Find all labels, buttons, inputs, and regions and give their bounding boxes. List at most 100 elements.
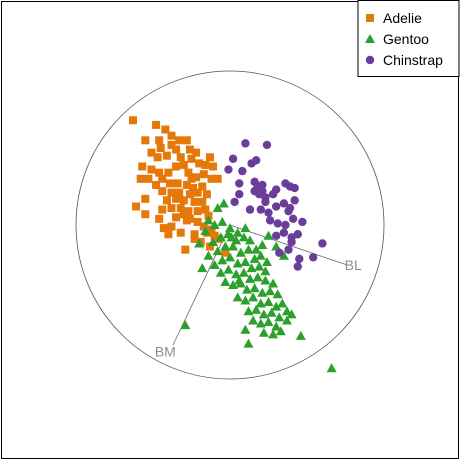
point-chinstrap [318,239,327,248]
point-gentoo [215,232,226,242]
point-adelie [187,174,196,183]
point-gentoo [249,253,260,263]
point-chinstrap [281,220,290,230]
point-chinstrap [284,245,293,254]
legend-marker-chinstrap [365,55,375,65]
point-adelie [138,162,147,171]
point-chinstrap [273,219,282,228]
point-gentoo [240,256,251,266]
point-adelie [155,168,164,177]
point-adelie [147,148,156,157]
point-gentoo [238,267,249,277]
point-adelie [201,205,210,214]
point-chinstrap [290,196,299,205]
point-chinstrap [272,202,281,211]
point-adelie [155,136,164,145]
point-gentoo [326,363,337,373]
legend-label-adelie: Adelie [383,10,422,26]
point-adelie [147,165,156,174]
point-adelie [175,136,184,145]
point-adelie [132,202,141,211]
point-gentoo [240,223,251,233]
series-gentoo [180,198,337,373]
point-chinstrap [230,197,239,207]
point-gentoo [203,250,214,260]
point-adelie [153,153,162,162]
point-gentoo [217,255,228,265]
point-adelie [213,174,222,183]
point-gentoo [218,198,229,208]
point-chinstrap [293,262,302,271]
point-chinstrap [295,254,304,264]
point-adelie [141,210,150,219]
point-chinstrap [241,139,250,148]
point-adelie [207,174,216,183]
point-adelie [187,154,196,163]
point-gentoo [271,321,282,331]
point-gentoo [286,309,297,319]
point-gentoo [266,307,277,317]
series-chinstrap [224,139,327,271]
point-adelie [164,230,173,239]
point-gentoo [220,241,231,251]
axis-label-bm: BM [155,343,176,359]
point-gentoo [225,223,235,233]
point-gentoo [200,226,211,236]
point-gentoo [249,283,260,293]
point-gentoo [209,260,220,270]
point-gentoo [226,232,237,242]
point-adelie [162,151,171,160]
point-adelie [193,188,202,197]
point-gentoo [268,329,279,339]
point-adelie [141,194,150,203]
legend-marker-adelie [366,14,374,22]
point-chinstrap [238,166,247,176]
point-adelie [184,168,193,177]
point-adelie [167,140,176,149]
point-adelie [161,125,170,134]
point-adelie [175,188,184,197]
point-chinstrap [262,140,272,150]
point-adelie [199,170,208,179]
point-gentoo [255,298,266,308]
point-adelie [198,197,207,206]
point-chinstrap [293,230,302,239]
point-chinstrap [279,228,289,237]
point-adelie [141,136,150,145]
point-chinstrap [255,190,264,199]
point-gentoo [240,324,251,334]
point-gentoo [245,235,256,245]
point-adelie [158,205,167,214]
point-chinstrap [256,205,265,214]
point-gentoo [248,315,259,325]
point-adelie [202,190,211,199]
point-chinstrap [235,179,244,188]
data-points [128,116,337,373]
point-gentoo [252,272,263,282]
point-gentoo [281,315,292,325]
point-gentoo [260,275,271,285]
point-chinstrap [308,253,318,262]
point-gentoo [212,246,223,256]
point-gentoo [241,284,252,294]
point-gentoo [235,247,246,257]
point-gentoo [223,264,234,274]
legend-box [357,0,460,77]
point-adelie [152,120,161,129]
point-chinstrap [290,183,299,193]
point-gentoo [203,215,214,225]
point-gentoo [263,230,274,240]
point-chinstrap [264,208,273,217]
point-gentoo [260,266,271,276]
point-adelie [165,179,174,188]
point-chinstrap [261,197,270,207]
axis-label-bl: BL [345,257,362,273]
legend: Adelie Gentoo Chinstrap [357,0,460,77]
point-gentoo [240,295,251,305]
point-adelie [205,153,214,162]
point-gentoo [225,252,235,262]
point-gentoo [231,235,242,245]
point-gentoo [208,236,219,246]
